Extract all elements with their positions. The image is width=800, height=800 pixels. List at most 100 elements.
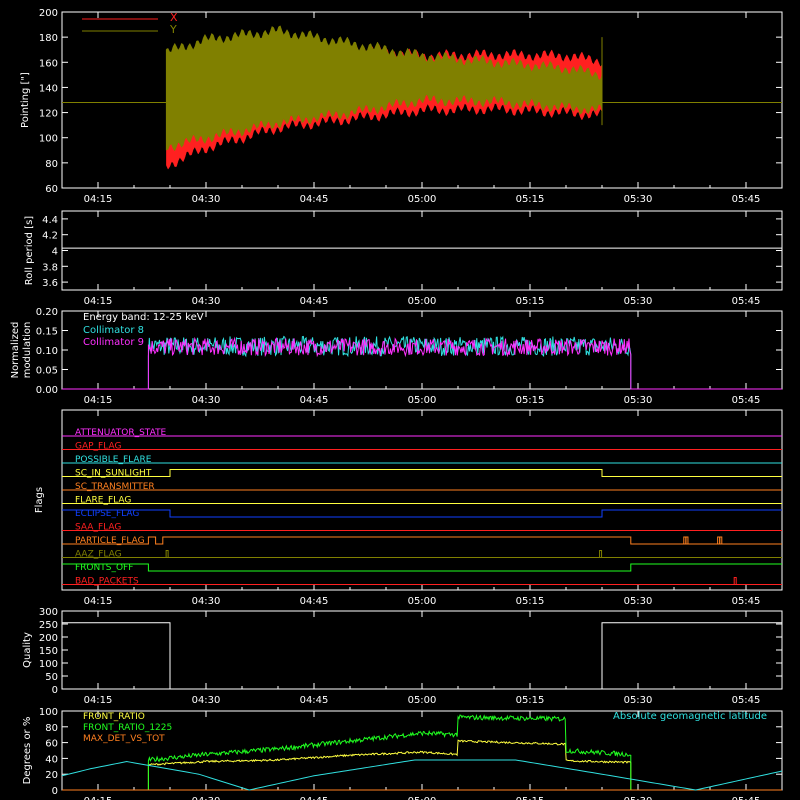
x-tick-label: 05:30 (624, 296, 653, 307)
flag-trace-sc_in_sunlight (62, 469, 782, 477)
x-tick-label: 04:30 (192, 796, 221, 800)
y-tick-label-modulation: 0.00 (36, 385, 58, 396)
x-tick-label: 05:15 (516, 296, 545, 307)
x-tick-label: 04:45 (300, 194, 329, 205)
y-axis-label-quality: Quality (22, 632, 33, 668)
y-tick-label-quality: 200 (39, 633, 58, 644)
x-tick-label: 05:45 (732, 296, 761, 307)
flag-label: GAP_FLAG (75, 442, 121, 452)
x-tick-label: 05:45 (732, 596, 761, 607)
x-tick-label: 04:30 (192, 395, 221, 406)
x-tick-label: 04:15 (84, 194, 113, 205)
y-tick-label-roll: 3.6 (42, 278, 58, 289)
quality-trace (62, 622, 782, 690)
flag-trace-particle_flag (62, 536, 782, 545)
y-tick-label-quality: 300 (39, 607, 58, 618)
flag-label: SC_TRANSMITTER (75, 482, 155, 492)
x-tick-label: 05:30 (624, 194, 653, 205)
x-tick-label: 05:00 (408, 296, 437, 307)
y-tick-label-pointing: 180 (39, 33, 58, 44)
x-tick-label: 05:45 (732, 395, 761, 406)
y-tick-label-roll: 4.2 (42, 231, 58, 242)
flag-label: FRONTS_OFF (75, 563, 133, 573)
x-tick-label: 05:15 (516, 194, 545, 205)
y-tick-label-roll: 3.8 (42, 262, 58, 273)
y-tick-label-ratios: 20 (45, 770, 58, 781)
plot-frame-flags (61, 409, 783, 591)
legend-label-Y: Y (169, 23, 177, 36)
y-tick-label-ratios: 80 (45, 723, 58, 734)
x-tick-label: 04:15 (84, 596, 113, 607)
energy-band-label: Energy band: 12-25 keV (83, 312, 204, 323)
x-tick-label: 04:45 (300, 296, 329, 307)
y-tick-label-quality: 150 (39, 646, 58, 657)
y-tick-label-ratios: 40 (45, 754, 58, 765)
x-tick-label: 05:30 (624, 596, 653, 607)
flag-label: ECLIPSE_FLAG (75, 509, 139, 519)
x-tick-label: 04:45 (300, 596, 329, 607)
x-tick-label: 04:15 (84, 695, 113, 706)
flag-label: ATTENUATOR_STATE (75, 428, 167, 438)
y-axis-label-pointing: Pointing ["] (20, 72, 31, 128)
x-tick-label: 05:30 (624, 395, 653, 406)
y-axis-label-ratios: Degrees or % (22, 717, 33, 785)
flag-label: AAZ_FLAG (75, 550, 122, 560)
x-tick-label: 05:45 (732, 796, 761, 800)
x-tick-label: 04:15 (84, 796, 113, 800)
flag-label: FLARE_FLAG (75, 496, 131, 506)
y-tick-label-pointing: 60 (45, 184, 58, 195)
flag-label: SC_IN_SUNLIGHT (75, 469, 152, 479)
y-tick-label-pointing: 120 (39, 109, 58, 120)
y-tick-label-ratios: 60 (45, 739, 58, 750)
x-tick-label: 05:30 (624, 695, 653, 706)
flag-trace-eclipse_flag (62, 509, 782, 518)
y-axis-label-line: modulation (22, 322, 33, 379)
x-tick-label: 04:45 (300, 695, 329, 706)
flag-spike (165, 550, 169, 558)
ratio-series-front_ratio (62, 739, 782, 791)
modulation-series-1 (62, 336, 782, 390)
x-tick-label: 04:30 (192, 596, 221, 607)
plot-frame-roll (61, 210, 783, 291)
x-tick-label: 05:45 (732, 695, 761, 706)
x-tick-label: 04:45 (300, 395, 329, 406)
x-tick-label: 04:45 (300, 796, 329, 800)
y-tick-label-quality: 0 (52, 685, 58, 696)
x-tick-label: 04:30 (192, 194, 221, 205)
x-tick-label: 05:00 (408, 796, 437, 800)
flag-spike (719, 536, 723, 544)
flag-trace-fronts_off (62, 563, 782, 572)
x-tick-label: 04:30 (192, 695, 221, 706)
flag-label: POSSIBLE_FLARE (75, 455, 152, 465)
y-tick-label-pointing: 80 (45, 159, 58, 170)
y-axis-label-modulation: Normalizedmodulation (10, 322, 33, 379)
x-tick-label: 05:15 (516, 395, 545, 406)
y-tick-label-ratios: 100 (39, 707, 58, 718)
y-tick-label-pointing: 200 (39, 8, 58, 19)
flag-spike (685, 536, 689, 544)
y-tick-label-modulation: 0.15 (36, 327, 58, 338)
x-tick-label: 05:00 (408, 695, 437, 706)
y-axis-label-flags: Flags (34, 487, 45, 513)
x-tick-label: 05:45 (732, 194, 761, 205)
ratio-series-front_ratio_1225 (62, 713, 782, 791)
y-axis-label-line: Normalized (10, 322, 21, 379)
flag-label: PARTICLE_FLAG (75, 536, 145, 546)
x-tick-label: 05:00 (408, 395, 437, 406)
x-tick-label: 04:15 (84, 296, 113, 307)
flag-spike (599, 550, 603, 558)
modulation-legend-label: Collimator 8 (83, 325, 144, 336)
ratio-legend-label: FRONT_RATIO_1225 (83, 723, 172, 733)
y-tick-label-modulation: 0.20 (36, 307, 58, 318)
ratio-legend-label: FRONT_RATIO (83, 712, 145, 722)
x-tick-label: 05:15 (516, 796, 545, 800)
legend-label-X: X (170, 11, 178, 24)
flag-spike (733, 577, 737, 585)
x-tick-label: 04:30 (192, 296, 221, 307)
y-tick-label-roll: 4.4 (42, 215, 58, 226)
x-tick-label: 05:15 (516, 695, 545, 706)
flag-label: SAA_FLAG (75, 523, 121, 533)
ratio-legend-label: MAX_DET_VS_TOT (83, 734, 165, 744)
y-tick-label-pointing: 100 (39, 134, 58, 145)
